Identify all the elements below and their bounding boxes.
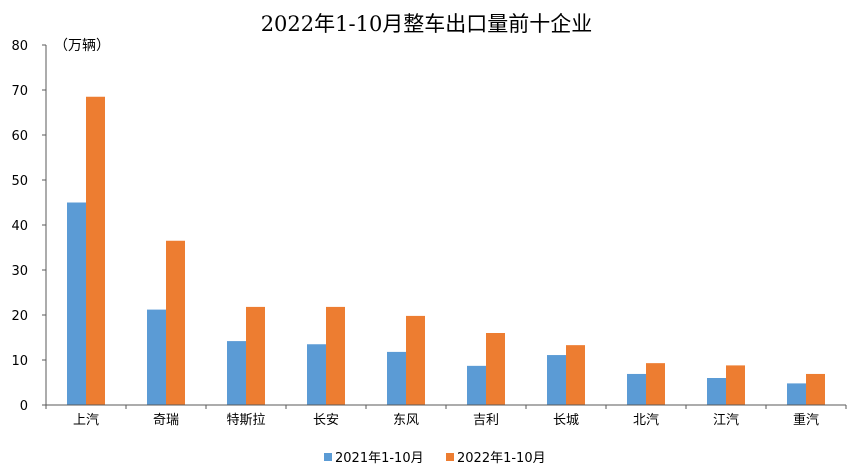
legend-label-2: 2022年1-10月: [457, 451, 546, 466]
y-tick-label: 70: [11, 84, 28, 99]
bar-2-6: [486, 333, 505, 405]
y-axis-unit-label: （万辆）: [54, 38, 110, 54]
x-tick-label: 特斯拉: [226, 413, 265, 428]
x-tick-label: 上汽: [73, 413, 99, 428]
y-tick-label: 80: [11, 39, 28, 54]
bar-2-4: [326, 306, 345, 405]
bars-group: [67, 96, 825, 405]
y-tick-label: 10: [11, 354, 28, 369]
x-tick-label: 重汽: [793, 412, 819, 428]
y-tick-label: 30: [11, 264, 28, 279]
chart-title: 2022年1-10月整车出口量前十企业: [260, 12, 593, 36]
bar-2-8: [646, 363, 665, 405]
bar-2-9: [726, 365, 745, 405]
axes-group: 0 10 20 30 40 50 60 70 80 上汽 奇瑞 特斯拉 长安 东风 吉利 长城 北汽 江汽 重汽: [11, 39, 847, 428]
bar-2-5: [406, 315, 425, 405]
bar-1-3: [227, 341, 246, 405]
x-tick-label: 北汽: [633, 413, 659, 428]
y-tick-label: 50: [11, 174, 28, 189]
legend-swatch-2: [446, 453, 454, 461]
x-tick-label: 长安: [313, 413, 339, 428]
legend: 2021年1-10月 2022年1-10月: [324, 451, 546, 466]
bar-1-9: [707, 378, 726, 405]
x-tick-label: 奇瑞: [153, 412, 179, 428]
bar-1-1: [67, 202, 86, 405]
bar-1-2: [147, 309, 166, 405]
bar-2-3: [246, 306, 265, 405]
bar-2-1: [86, 96, 105, 405]
bar-1-4: [307, 344, 326, 405]
bar-1-8: [627, 373, 646, 405]
legend-label-1: 2021年1-10月: [335, 451, 424, 466]
bar-1-7: [547, 355, 566, 405]
legend-swatch-1: [324, 453, 332, 461]
bar-2-7: [566, 345, 585, 405]
x-tick-label: 江汽: [713, 413, 739, 428]
bar-2-2: [166, 240, 185, 405]
bar-1-6: [467, 365, 486, 405]
y-tick-label: 0: [20, 399, 28, 414]
bar-1-10: [787, 383, 806, 405]
bar-2-10: [806, 373, 825, 405]
x-tick-label: 长城: [553, 413, 579, 428]
y-tick-label: 60: [11, 129, 28, 144]
y-tick-label: 20: [11, 309, 28, 324]
bar-1-5: [387, 351, 406, 405]
x-tick-label: 东风: [393, 413, 419, 428]
x-tick-label: 吉利: [473, 413, 499, 428]
y-tick-label: 40: [11, 219, 28, 234]
